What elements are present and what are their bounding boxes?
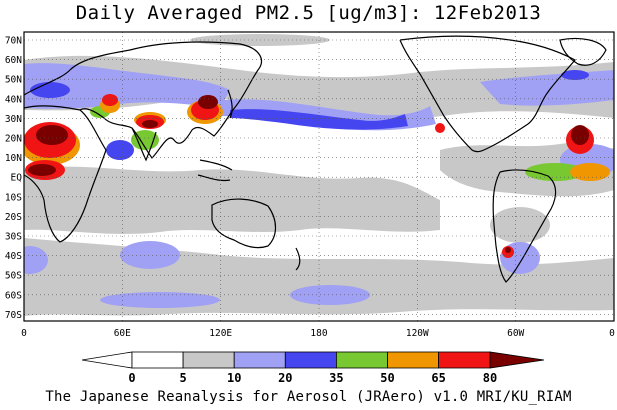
lon-label: 120E	[209, 328, 232, 339]
lat-label: 50N	[5, 75, 22, 86]
colorbar	[81, 351, 545, 369]
graticule	[24, 32, 614, 321]
lon-label: 0	[609, 328, 615, 339]
lat-label: 10N	[5, 153, 22, 164]
lat-label: 70S	[5, 310, 22, 321]
map-title: Daily Averaged PM2.5 [ug/m3]: 12Feb2013	[75, 2, 542, 24]
colorbar-segment	[438, 351, 491, 369]
lon-label: 180	[310, 328, 327, 339]
lat-label: EQ	[11, 173, 23, 184]
colorbar-ticks: 0 5 10 20 35 50 65 80	[128, 371, 497, 385]
colorbar-tick: 65	[431, 371, 445, 385]
colorbar-segment	[131, 351, 184, 369]
colorbar-tick: 10	[227, 371, 241, 385]
lon-label: 60E	[114, 328, 131, 339]
lon-label: 0	[21, 328, 27, 339]
colorbar-segment	[387, 351, 439, 369]
colorbar-tick: 80	[483, 371, 497, 385]
colorbar-tick: 5	[179, 371, 186, 385]
colorbar-tick: 35	[329, 371, 343, 385]
lat-label: 40N	[5, 94, 22, 105]
lat-label: 50S	[5, 271, 22, 282]
colorbar-segment	[182, 351, 235, 369]
lat-label: 10S	[5, 192, 22, 203]
lat-label: 30S	[5, 232, 22, 243]
pm25-field-darkred	[28, 95, 589, 253]
longitude-axis: 0 60E 120E 180 120W 60W 0	[21, 328, 615, 339]
colorbar-arrow-right	[489, 351, 545, 369]
map-plot-area	[24, 32, 614, 321]
lat-label: 20S	[5, 212, 22, 223]
lat-label: 60S	[5, 290, 22, 301]
colorbar-arrow-left	[81, 351, 133, 369]
colorbar-tick: 0	[128, 371, 135, 385]
colorbar-tick: 20	[278, 371, 292, 385]
lon-label: 60W	[507, 328, 524, 339]
lat-label: 30N	[5, 114, 22, 125]
coastlines	[24, 35, 607, 283]
map-frame	[23, 31, 615, 322]
colorbar-segment	[233, 351, 286, 369]
lon-label: 120W	[406, 328, 429, 339]
latitude-axis: 70N 60N 50N 40N 30N 20N 10N EQ 10S 20S 3…	[5, 36, 22, 321]
colorbar-segment	[284, 351, 337, 369]
lat-label: 20N	[5, 134, 22, 145]
lat-label: 60N	[5, 55, 22, 66]
lat-label: 70N	[5, 36, 22, 47]
colorbar-segment	[335, 351, 388, 369]
data-source-credit: The Japanese Reanalysis for Aerosol (JRA…	[45, 389, 572, 405]
lat-label: 40S	[5, 251, 22, 262]
pm25-field-blue	[30, 70, 589, 160]
colorbar-tick: 50	[380, 371, 394, 385]
